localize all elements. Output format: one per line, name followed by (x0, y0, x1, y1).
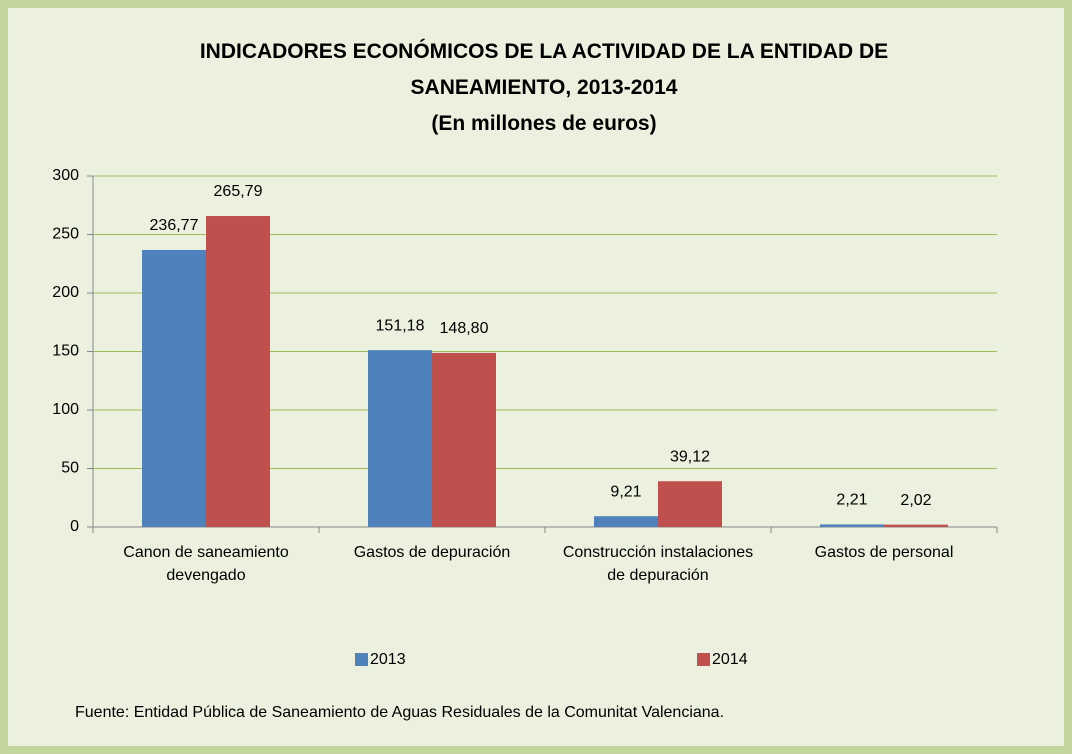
value-label: 9,21 (610, 483, 641, 500)
bar (368, 350, 432, 527)
y-tick-label: 300 (52, 167, 79, 184)
value-label: 2,21 (836, 492, 867, 509)
value-label: 265,79 (214, 183, 263, 200)
legend-label: 2014 (712, 651, 748, 668)
chart-subtitle: (En millones de euros) (431, 112, 657, 135)
legend-swatch (355, 653, 368, 666)
bar (820, 524, 884, 527)
bar (206, 216, 270, 527)
bar (142, 249, 206, 527)
bar (884, 524, 948, 527)
bar (432, 352, 496, 527)
bar (594, 516, 658, 527)
value-label: 39,12 (670, 448, 710, 465)
y-tick-label: 250 (52, 226, 79, 243)
y-tick-label: 150 (52, 343, 79, 360)
chart-title: INDICADORES ECONÓMICOS DE LA ACTIVIDAD D… (199, 40, 889, 99)
x-tick-label: Canon de saneamiento devengado (123, 544, 289, 584)
legend-label: 2013 (370, 651, 406, 668)
y-tick-label: 200 (52, 284, 79, 301)
source-note: Fuente: Entidad Pública de Saneamiento d… (75, 704, 725, 721)
value-label: 148,80 (440, 320, 489, 337)
bar (658, 481, 722, 527)
y-tick-label: 50 (61, 460, 79, 477)
value-label: 236,77 (150, 217, 199, 234)
x-tick-label: Gastos de depuración (353, 544, 511, 561)
value-label: 2,02 (900, 492, 931, 509)
y-tick-label: 100 (52, 401, 79, 418)
value-label: 151,18 (376, 317, 425, 334)
x-tick-label: Construcción instalaciones de depuración (562, 544, 754, 584)
y-tick-label: 0 (70, 518, 79, 535)
legend-swatch (697, 653, 710, 666)
x-tick-label: Gastos de personal (814, 544, 954, 561)
